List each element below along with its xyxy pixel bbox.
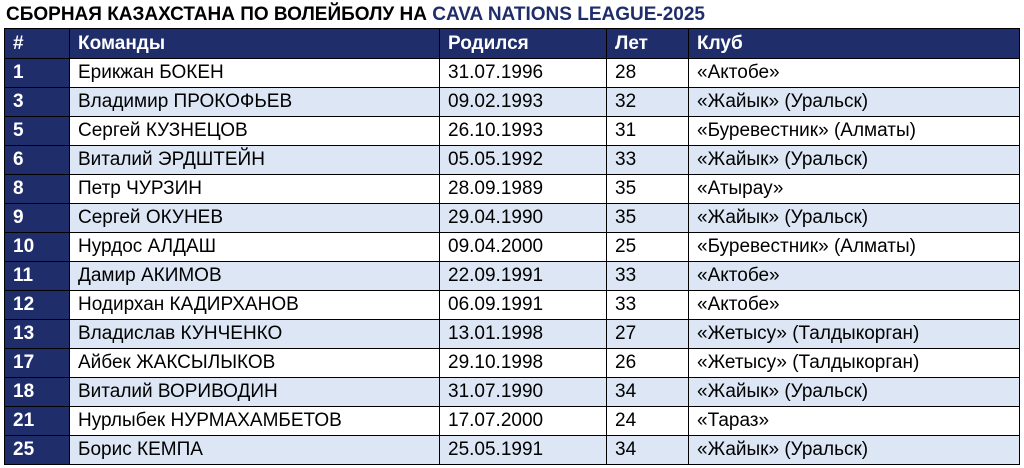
player-born: 22.09.1991 [439, 261, 607, 291]
player-name: Айбек ЖАКСЫЛЫКОВ [69, 348, 440, 378]
player-born: 28.09.1989 [439, 174, 607, 204]
player-born: 31.07.1990 [439, 377, 607, 407]
player-number: 1 [4, 58, 70, 88]
table-row: 8 Петр ЧУРЗИН 28.09.1989 35 «Атырау» [4, 174, 1020, 204]
player-age: 35 [606, 174, 689, 204]
player-name: Борис КЕМПА [69, 435, 440, 465]
table-row: 3 Владимир ПРОКОФЬЕВ 09.02.1993 32 «Жайы… [4, 87, 1020, 117]
player-age: 28 [606, 58, 689, 88]
player-born: 17.07.2000 [439, 406, 607, 436]
table-row: 18 Виталий ВОРИВОДИН 31.07.1990 34 «Жайы… [4, 377, 1020, 407]
player-age: 31 [606, 116, 689, 146]
table-header-row: # Команды Родился Лет Клуб [4, 28, 1020, 59]
player-age: 26 [606, 348, 689, 378]
table-row: 21 Нурлыбек НУРМАХАМБЕТОВ 17.07.2000 24 … [4, 406, 1020, 436]
player-number: 21 [4, 406, 70, 436]
table-row: 17 Айбек ЖАКСЫЛЫКОВ 29.10.1998 26 «Жетыс… [4, 348, 1020, 378]
player-age: 34 [606, 377, 689, 407]
table-row: 25 Борис КЕМПА 25.05.1991 34 «Жайык» (Ур… [4, 435, 1020, 465]
player-club: «Актобе» [688, 261, 1020, 291]
player-born: 31.07.1996 [439, 58, 607, 88]
player-club: «Жайык» (Уральск) [688, 145, 1020, 175]
player-club: «Актобе» [688, 58, 1020, 88]
column-header-age: Лет [606, 28, 689, 59]
player-born: 25.05.1991 [439, 435, 607, 465]
player-number: 11 [4, 261, 70, 291]
player-number: 25 [4, 435, 70, 465]
column-header-born: Родился [439, 28, 607, 59]
player-club: «Жайык» (Уральск) [688, 203, 1020, 233]
player-born: 29.04.1990 [439, 203, 607, 233]
page-title: СБОРНАЯ КАЗАХСТАНА ПО ВОЛЕЙБОЛУ НА CAVA … [6, 2, 705, 28]
player-club: «Жайык» (Уральск) [688, 377, 1020, 407]
player-name: Нодирхан КАДИРХАНОВ [69, 290, 440, 320]
player-age: 33 [606, 145, 689, 175]
player-number: 13 [4, 319, 70, 349]
player-number: 17 [4, 348, 70, 378]
player-born: 06.09.1991 [439, 290, 607, 320]
player-age: 33 [606, 290, 689, 320]
player-number: 3 [4, 87, 70, 117]
player-age: 34 [606, 435, 689, 465]
player-born: 26.10.1993 [439, 116, 607, 146]
column-header-club: Клуб [688, 28, 1020, 59]
player-born: 05.05.1992 [439, 145, 607, 175]
player-club: «Жетысу» (Талдыкорган) [688, 348, 1020, 378]
player-name: Владимир ПРОКОФЬЕВ [69, 87, 440, 117]
player-club: «Актобе» [688, 290, 1020, 320]
player-number: 6 [4, 145, 70, 175]
table-row: 10 Нурдос АЛДАШ 09.04.2000 25 «Буревестн… [4, 232, 1020, 262]
roster-table: # Команды Родился Лет Клуб 1 Ерикжан БОК… [4, 28, 1020, 465]
player-name: Виталий ВОРИВОДИН [69, 377, 440, 407]
player-number: 8 [4, 174, 70, 204]
title-prefix: СБОРНАЯ КАЗАХСТАНА ПО ВОЛЕЙБОЛУ НА [6, 4, 433, 25]
player-name: Петр ЧУРЗИН [69, 174, 440, 204]
player-number: 5 [4, 116, 70, 146]
column-header-team: Команды [69, 28, 440, 59]
player-club: «Буревестник» (Алматы) [688, 232, 1020, 262]
player-age: 33 [606, 261, 689, 291]
player-club: «Атырау» [688, 174, 1020, 204]
player-name: Сергей ОКУНЕВ [69, 203, 440, 233]
player-born: 29.10.1998 [439, 348, 607, 378]
player-age: 32 [606, 87, 689, 117]
table-row: 9 Сергей ОКУНЕВ 29.04.1990 35 «Жайык» (У… [4, 203, 1020, 233]
table-row: 5 Сергей КУЗНЕЦОВ 26.10.1993 31 «Буревес… [4, 116, 1020, 146]
player-age: 27 [606, 319, 689, 349]
player-club: «Буревестник» (Алматы) [688, 116, 1020, 146]
player-number: 10 [4, 232, 70, 262]
player-age: 25 [606, 232, 689, 262]
player-name: Сергей КУЗНЕЦОВ [69, 116, 440, 146]
player-name: Виталий ЭРДШТЕЙН [69, 145, 440, 175]
table-row: 11 Дамир АКИМОВ 22.09.1991 33 «Актобе» [4, 261, 1020, 291]
title-accent: CAVA NATIONS LEAGUE-2025 [432, 4, 705, 25]
player-name: Владислав КУНЧЕНКО [69, 319, 440, 349]
table-row: 1 Ерикжан БОКЕН 31.07.1996 28 «Актобе» [4, 58, 1020, 88]
table-row: 12 Нодирхан КАДИРХАНОВ 06.09.1991 33 «Ак… [4, 290, 1020, 320]
player-born: 09.04.2000 [439, 232, 607, 262]
player-club: «Жайык» (Уральск) [688, 435, 1020, 465]
column-header-number: # [4, 28, 70, 59]
player-age: 24 [606, 406, 689, 436]
player-number: 9 [4, 203, 70, 233]
player-name: Ерикжан БОКЕН [69, 58, 440, 88]
table-row: 6 Виталий ЭРДШТЕЙН 05.05.1992 33 «Жайык»… [4, 145, 1020, 175]
player-name: Дамир АКИМОВ [69, 261, 440, 291]
table-row: 13 Владислав КУНЧЕНКО 13.01.1998 27 «Жет… [4, 319, 1020, 349]
player-name: Нурлыбек НУРМАХАМБЕТОВ [69, 406, 440, 436]
player-number: 12 [4, 290, 70, 320]
player-born: 09.02.1993 [439, 87, 607, 117]
player-club: «Тараз» [688, 406, 1020, 436]
player-born: 13.01.1998 [439, 319, 607, 349]
player-age: 35 [606, 203, 689, 233]
player-number: 18 [4, 377, 70, 407]
player-club: «Жетысу» (Талдыкорган) [688, 319, 1020, 349]
player-name: Нурдос АЛДАШ [69, 232, 440, 262]
player-club: «Жайык» (Уральск) [688, 87, 1020, 117]
